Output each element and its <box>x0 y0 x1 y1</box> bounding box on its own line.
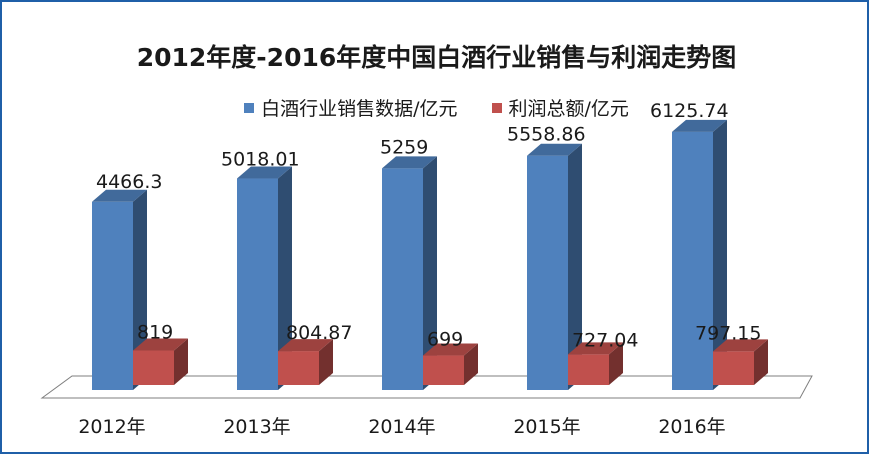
data-label-profit-0: 819 <box>137 321 173 343</box>
bar-profit-0 <box>133 350 174 385</box>
data-label-profit-4: 797.15 <box>695 322 761 344</box>
data-label-sales-3: 5558.86 <box>507 124 586 146</box>
data-label-sales-4: 6125.74 <box>650 100 729 122</box>
data-label-profit-1: 804.87 <box>286 322 352 344</box>
bar-top-profit-0 <box>133 338 188 351</box>
bar-side-profit-2 <box>464 343 478 385</box>
legend-swatch-profit <box>491 102 502 113</box>
legend-item-sales: 白酒行业销售数据/亿元 <box>244 94 457 121</box>
bar-side-profit-1 <box>319 339 333 385</box>
x-tick-label-4: 2016年 <box>658 416 725 438</box>
bar-top-profit-4 <box>713 339 768 352</box>
bar-top-sales-3 <box>527 143 582 156</box>
chart-floor <box>40 375 813 399</box>
bar-top-sales-1 <box>237 166 292 179</box>
bar-side-sales-4 <box>713 119 727 390</box>
bar-profit-2 <box>423 355 464 385</box>
legend-label-profit: 利润总额/亿元 <box>508 98 629 120</box>
x-tick-label-3: 2015年 <box>513 416 580 438</box>
data-label-sales-1: 5018.01 <box>221 149 300 171</box>
x-tick-label-0: 2012年 <box>78 416 145 438</box>
bar-profit-4 <box>713 351 754 385</box>
bar-sales-2 <box>382 168 423 390</box>
legend-item-profit: 利润总额/亿元 <box>491 94 629 121</box>
bar-side-profit-3 <box>609 342 623 385</box>
bar-side-sales-1 <box>278 166 292 390</box>
bar-sales-4 <box>672 131 713 390</box>
bar-side-profit-0 <box>174 338 188 385</box>
x-tick-label-1: 2013年 <box>223 416 290 438</box>
bar-top-sales-4 <box>672 119 727 132</box>
legend-swatch-sales <box>244 102 255 113</box>
bar-top-profit-1 <box>278 339 333 352</box>
bar-top-sales-0 <box>92 189 147 202</box>
bar-side-profit-4 <box>754 339 768 385</box>
bar-top-sales-2 <box>382 156 437 169</box>
bar-sales-0 <box>92 201 133 390</box>
bar-sales-3 <box>527 155 568 390</box>
bar-side-sales-0 <box>133 189 147 390</box>
legend: 白酒行业销售数据/亿元 利润总额/亿元 <box>2 94 869 121</box>
x-tick-label-2: 2014年 <box>368 416 435 438</box>
bar-side-sales-2 <box>423 156 437 390</box>
data-label-sales-0: 4466.3 <box>96 171 162 193</box>
bar-profit-1 <box>278 351 319 385</box>
bar-top-profit-3 <box>568 342 623 355</box>
bar-sales-1 <box>237 178 278 390</box>
legend-label-sales: 白酒行业销售数据/亿元 <box>261 98 458 120</box>
bar-top-profit-2 <box>423 343 478 356</box>
data-label-profit-3: 727.04 <box>572 329 638 351</box>
chart-title: 2012年度-2016年度中国白酒行业销售与利润走势图 <box>136 43 737 72</box>
data-label-profit-2: 699 <box>427 329 463 351</box>
bar-side-sales-3 <box>568 143 582 390</box>
data-label-sales-2: 5259 <box>380 136 428 158</box>
bar-profit-3 <box>568 354 609 385</box>
